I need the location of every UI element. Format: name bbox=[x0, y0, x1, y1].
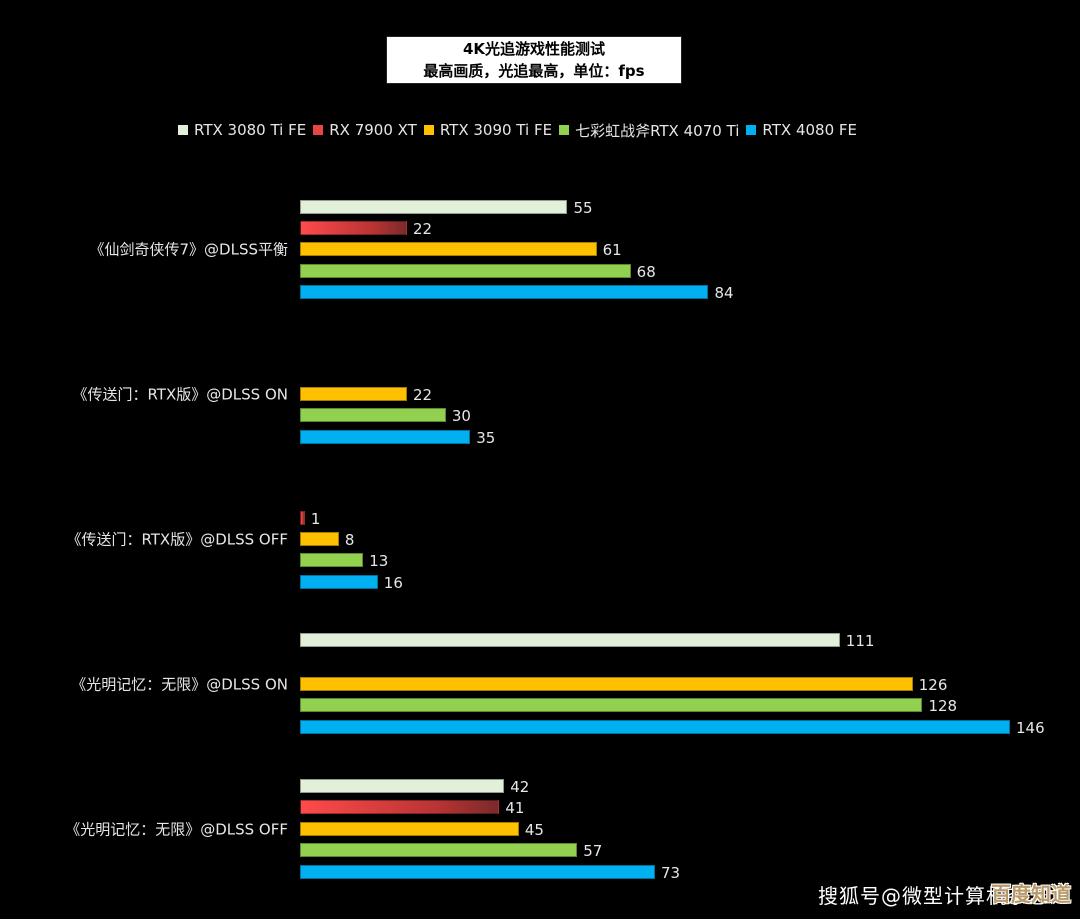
bar bbox=[300, 843, 578, 857]
bar bbox=[300, 242, 597, 256]
legend-swatch-icon bbox=[746, 125, 757, 135]
bar-value-label: 41 bbox=[505, 799, 525, 817]
bar-value-label: 68 bbox=[636, 263, 656, 281]
bar-value-label: 84 bbox=[714, 284, 734, 302]
bar-value-label: 146 bbox=[1015, 719, 1045, 737]
bar-value-label: 8 bbox=[344, 531, 355, 549]
legend-swatch-icon bbox=[423, 125, 434, 135]
bar bbox=[300, 285, 709, 299]
bar bbox=[300, 779, 505, 793]
chart-title-box: 4K光追游戏性能测试 最高画质，光追最高，单位：fps bbox=[386, 36, 682, 84]
bar-value-label: 126 bbox=[918, 676, 948, 694]
legend-swatch-icon bbox=[313, 125, 324, 135]
bar bbox=[300, 264, 631, 278]
category-label: 《光明记忆：无限》@DLSS ON bbox=[71, 675, 288, 694]
bar bbox=[300, 553, 364, 567]
bar-value-label: 128 bbox=[928, 697, 958, 715]
bar bbox=[300, 387, 407, 401]
legend-item: RTX 3090 Ti FE bbox=[423, 121, 553, 139]
category-label: 《传送门：RTX版》@DLSS ON bbox=[72, 385, 288, 404]
chart-legend: RTX 3080 Ti FE RX 7900 XT RTX 3090 Ti FE 七彩… bbox=[178, 120, 864, 140]
bar bbox=[300, 221, 407, 235]
legend-item: 七彩虹战斧RTX 4070 Ti bbox=[559, 120, 739, 141]
bar bbox=[300, 532, 339, 546]
chart-title: 4K光追游戏性能测试 bbox=[462, 40, 606, 58]
category-label: 《传送门：RTX版》@DLSS OFF bbox=[66, 530, 288, 549]
bar bbox=[300, 575, 378, 589]
watermark-text: 搜狐号@微型计算机杂志 bbox=[818, 884, 1049, 908]
bar-value-label: 45 bbox=[524, 821, 544, 839]
legend-swatch-icon bbox=[559, 125, 570, 135]
bar bbox=[300, 720, 1010, 734]
bar bbox=[300, 822, 519, 836]
category-label: 《光明记忆：无限》@DLSS OFF bbox=[65, 820, 288, 839]
bar bbox=[300, 408, 446, 422]
legend-item: RX 7900 XT bbox=[313, 121, 417, 139]
bar bbox=[300, 800, 500, 814]
bar bbox=[300, 633, 840, 647]
legend-swatch-icon bbox=[178, 125, 188, 135]
legend-label: RX 7900 XT bbox=[329, 121, 417, 139]
bar-value-label: 55 bbox=[573, 199, 593, 217]
bar-value-label: 35 bbox=[476, 429, 496, 447]
bar bbox=[300, 677, 913, 691]
legend-item: RTX 4080 FE bbox=[746, 121, 857, 139]
bar-value-label: 13 bbox=[369, 552, 389, 570]
bar-value-label: 30 bbox=[451, 407, 471, 425]
bar bbox=[300, 430, 471, 444]
bar bbox=[300, 865, 655, 879]
bar-value-label: 16 bbox=[383, 574, 403, 592]
chart-subtitle: 最高画质，光追最高，单位：fps bbox=[423, 62, 645, 80]
category-label: 《仙剑奇侠传7》@DLSS平衡 bbox=[89, 240, 289, 259]
bar bbox=[300, 698, 923, 712]
legend-label: 七彩虹战斧RTX 4070 Ti bbox=[575, 121, 740, 140]
bar-value-label: 111 bbox=[845, 632, 875, 650]
bar-value-label: 73 bbox=[660, 864, 681, 882]
bar-value-label: 22 bbox=[412, 220, 433, 238]
bar-value-label: 1 bbox=[310, 510, 321, 528]
bar-value-label: 57 bbox=[583, 842, 603, 860]
legend-item: RTX 3080 Ti FE bbox=[178, 121, 306, 139]
bar-value-label: 61 bbox=[602, 241, 622, 259]
bar bbox=[300, 200, 568, 214]
legend-label: RTX 4080 FE bbox=[762, 121, 858, 139]
bar-value-label: 42 bbox=[510, 778, 530, 796]
bar bbox=[300, 511, 305, 525]
bar-value-label: 22 bbox=[412, 386, 433, 404]
legend-label: RTX 3080 Ti FE bbox=[194, 121, 307, 139]
watermark-overlay: 百度知道 bbox=[991, 882, 1071, 906]
legend-label: RTX 3090 Ti FE bbox=[439, 121, 553, 139]
